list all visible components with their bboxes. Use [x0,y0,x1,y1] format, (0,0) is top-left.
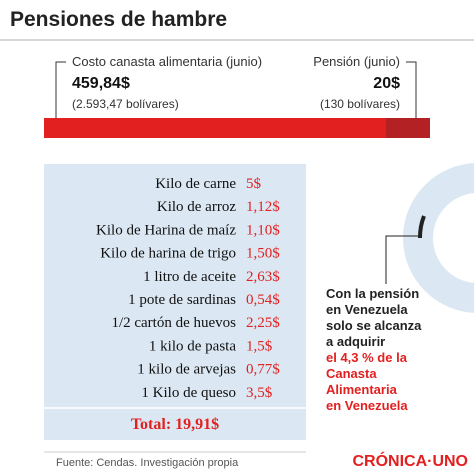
row-label: 1 Kilo de queso [141,385,236,401]
logo: CRÓNICA·UNO [352,451,468,470]
row-label: Kilo de harina de trigo [100,246,236,262]
costo-value: 459,84$ [72,75,130,92]
row-value: 1,10$ [246,222,280,238]
table-box [44,164,306,440]
costo-label: Costo canasta alimentaria (junio) [72,54,262,69]
pension-label: Pensión (junio) [313,54,400,69]
row-label: Kilo de carne [155,176,236,192]
row-value: 5$ [246,176,262,192]
note-highlight: Canasta [326,366,377,381]
pension-bolivares: (130 bolívares) [320,97,400,111]
row-value: 3,5$ [246,385,273,401]
row-value: 2,25$ [246,315,280,331]
donut-slice [417,215,426,239]
row-label: 1 kilo de pasta [149,338,236,354]
row-label: 1 litro de aceite [143,269,236,285]
pension-bar [386,118,430,138]
bracket [406,61,417,128]
row-label: 1 kilo de arvejas [137,362,236,378]
row-label: Kilo de arroz [157,199,236,215]
row-value: 1,5$ [246,338,273,354]
row-label: Kilo de Harina de maíz [96,222,236,238]
note-line: a adquirir [326,334,385,349]
row-label: 1/2 cartón de huevos [111,315,236,331]
note-line: solo se alcanza [326,318,422,333]
note-line: en Venezuela [326,302,408,317]
row-value: 0,54$ [246,292,280,308]
costo-bolivares: (2.593,47 bolívares) [72,97,179,111]
row-value: 0,77$ [246,362,280,378]
note-highlight: el 4,3 % de la [326,350,408,365]
bracket [55,61,66,128]
note-highlight: en Venezuela [326,398,408,413]
row-value: 1,50$ [246,246,280,262]
row-value: 2,63$ [246,269,280,285]
note-highlight: Alimentaria [326,382,398,397]
row-value: 1,12$ [246,199,280,215]
pension-value: 20$ [373,75,400,92]
leader-line [385,235,420,284]
note-line: Con la pensión [326,286,419,301]
source: Fuente: Cendas. Investigación propia [56,457,239,469]
total: Total: 19,91$ [131,416,219,433]
table-rows: Kilo de carne 5$ Kilo de arroz 1,12$ Kilo de… [96,176,280,401]
row-label: 1 pote de sardinas [128,292,236,308]
cost-bar [44,118,430,138]
title: Pensiones de hambre [10,8,227,31]
